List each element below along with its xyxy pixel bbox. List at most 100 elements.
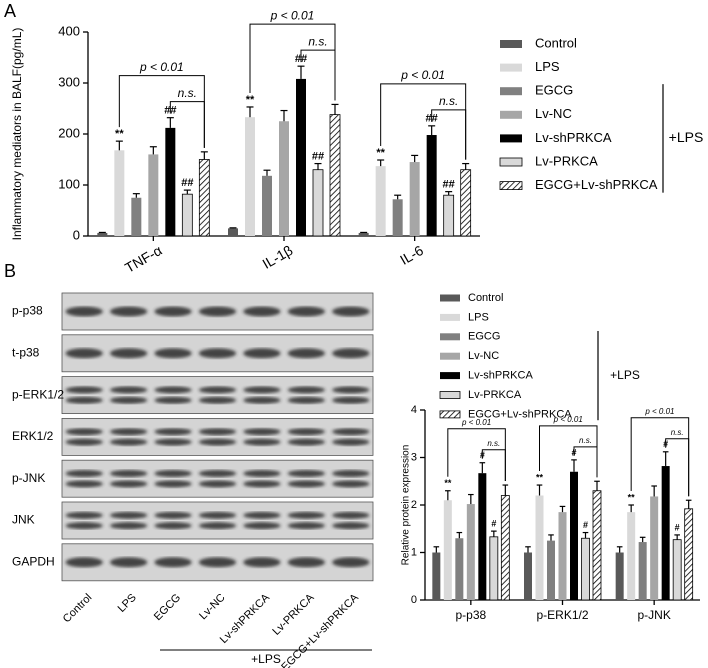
bar (460, 169, 472, 237)
blot-band (198, 428, 237, 436)
bracket (447, 428, 506, 482)
bracket-label: n.s. (487, 439, 500, 448)
blot-band (65, 438, 103, 446)
blot-row-label: p-ERK1/2 (12, 387, 64, 401)
bracket (249, 23, 336, 101)
lane-label: Lv-NC (197, 592, 228, 623)
blot-band (287, 386, 326, 394)
bar (547, 540, 555, 600)
lane-label: LPS (116, 592, 139, 615)
bar (245, 117, 255, 236)
blot-band (198, 386, 237, 394)
blot-band (287, 438, 326, 446)
legend-group-label: +LPS (669, 129, 704, 145)
panel-label: A (4, 1, 16, 21)
significance-marker: # (583, 520, 588, 530)
y-axis-title: Relative protein expression (401, 445, 412, 566)
x-tick-label: TNF-α (122, 242, 165, 276)
blot-band (154, 480, 192, 488)
blot-row-label: ERK1/2 (12, 429, 54, 443)
bar (409, 162, 420, 236)
blot-band (109, 557, 148, 568)
blot-band (332, 306, 370, 317)
legend-label: EGCG+Lv-shPRKCA (535, 177, 658, 192)
bar (443, 500, 452, 600)
bracket-label: p < 0.01 (270, 8, 315, 22)
bar (672, 539, 682, 601)
bar (650, 496, 659, 600)
blot-band (109, 522, 148, 530)
legend-label: EGCG (535, 83, 573, 98)
blot-band (287, 470, 326, 478)
legend-label: Lv-PRKCA (468, 389, 522, 401)
blot-row-label: p-JNK (12, 471, 45, 485)
blot-band (65, 511, 103, 519)
bracket-label: n.s. (671, 428, 684, 437)
blot-band (332, 480, 370, 488)
blot-band (243, 511, 281, 519)
bar (489, 536, 499, 601)
bar (375, 166, 386, 236)
blot-band (65, 522, 103, 530)
blot-band (65, 306, 103, 317)
x-tick-label: p-ERK1/2 (536, 608, 588, 622)
legend-label: Lv-shPRKCA (468, 370, 533, 382)
blot-band (65, 386, 103, 394)
blot-band (109, 396, 148, 404)
bar (131, 197, 142, 236)
legend-label: LPS (468, 311, 489, 323)
legend-group-label: +LPS (610, 368, 640, 382)
x-tick-label: IL-1β (259, 242, 295, 272)
blot-band (287, 306, 326, 317)
bar (478, 473, 487, 600)
legend-swatch (499, 181, 523, 191)
bracket-label: n.s. (579, 436, 592, 445)
blot-band (287, 348, 326, 359)
bar (358, 232, 369, 236)
bar (627, 512, 636, 600)
blot-band (198, 480, 237, 488)
y-tick-label: 0 (411, 594, 417, 606)
legend-swatch (440, 352, 460, 360)
blot-band (109, 470, 148, 478)
bar (684, 508, 694, 601)
blot-row-label: JNK (12, 513, 35, 527)
legend-label: LPS (535, 59, 560, 74)
blot-band (198, 470, 237, 478)
bar (165, 127, 176, 236)
bracket-label: n.s. (439, 94, 458, 108)
legend-swatch (500, 40, 522, 48)
lane-label: EGCG+Lv-shPRKCA (279, 591, 361, 668)
y-tick-label: 200 (58, 125, 80, 140)
blot-band (198, 438, 237, 446)
blot-band (243, 306, 281, 317)
blot-band (243, 522, 281, 530)
bar (615, 552, 624, 600)
legend-swatch (500, 63, 522, 72)
bracket (118, 75, 205, 148)
y-tick-label: 400 (58, 23, 80, 38)
panel-label: B (4, 261, 16, 281)
legend-swatch (500, 134, 522, 143)
blot-band (154, 511, 192, 519)
bracket-label: n.s. (178, 86, 197, 100)
blot-band (109, 438, 148, 446)
y-tick-label: 100 (58, 176, 80, 191)
y-axis-title: Inflammatory mediators in BALF(pg/mL) (10, 28, 24, 241)
blot-band (198, 396, 237, 404)
bar (443, 194, 455, 237)
y-tick-label: 1 (411, 546, 417, 558)
blot-band (287, 428, 326, 436)
blot-band (109, 511, 148, 519)
bar (432, 552, 441, 600)
blot-band (154, 428, 192, 436)
blot-band (287, 396, 326, 404)
blot-band (154, 396, 192, 404)
bar (392, 199, 403, 236)
legend-swatch (440, 294, 460, 302)
blot-band (287, 480, 326, 488)
blot-band (198, 348, 237, 359)
blot-strip (61, 459, 374, 498)
blot-strip (61, 501, 374, 540)
